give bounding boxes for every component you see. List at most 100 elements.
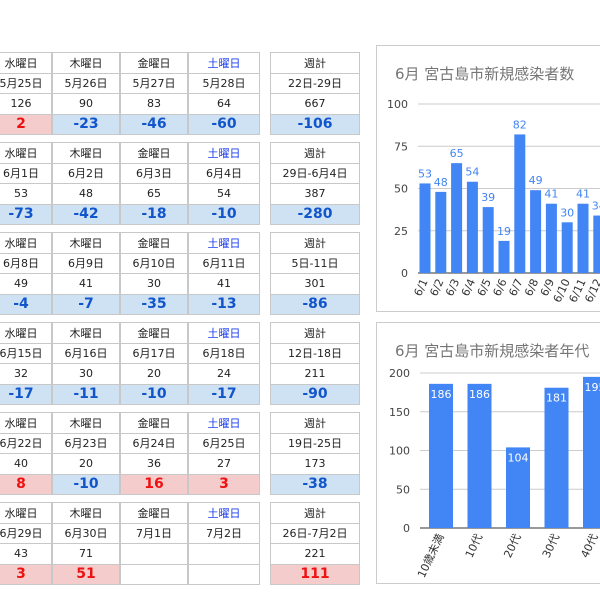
x-tick-label: 6/4 bbox=[459, 277, 478, 299]
diff-cell: -38 bbox=[270, 473, 360, 495]
date-cell: 26日-7月2日 bbox=[270, 522, 360, 544]
diff-cell: -35 bbox=[120, 293, 188, 315]
diff-cell: -11 bbox=[52, 383, 120, 405]
diff-cell: -280 bbox=[270, 203, 360, 225]
date-cell: 6月29日 bbox=[0, 522, 52, 544]
data-label: 48 bbox=[434, 176, 448, 189]
data-label: 65 bbox=[450, 147, 464, 160]
data-label: 34 bbox=[592, 200, 600, 213]
y-tick-label: 100 bbox=[389, 445, 410, 458]
chart-title: 6月 宮古島市新規感染者数 bbox=[395, 65, 574, 83]
count-cell: 41 bbox=[188, 273, 260, 295]
count-cell: 64 bbox=[188, 93, 260, 115]
date-cell: 6月17日 bbox=[120, 342, 188, 364]
data-label: 39 bbox=[481, 191, 495, 204]
column-header: 週計 bbox=[270, 232, 360, 254]
column-header: 木曜日 bbox=[52, 502, 120, 524]
date-cell: 6月9日 bbox=[52, 252, 120, 274]
date-cell: 6月30日 bbox=[52, 522, 120, 544]
column-header: 水曜日 bbox=[0, 142, 52, 164]
diff-cell: 51 bbox=[52, 563, 120, 585]
date-cell: 7月2日 bbox=[188, 522, 260, 544]
bar bbox=[545, 203, 557, 273]
chart-panel: 6月 宮古島市新規感染者年代 0 50 100 150 200 186 10歳未満 186 10代… bbox=[376, 322, 600, 584]
data-label: 82 bbox=[513, 118, 527, 131]
diff-cell: -17 bbox=[188, 383, 260, 405]
count-cell: 36 bbox=[120, 453, 188, 475]
count-cell: 32 bbox=[0, 363, 52, 385]
data-label: 30 bbox=[560, 206, 574, 219]
chart: 6月 宮古島市新規感染者年代 0 50 100 150 200 186 10歳未満 186 10代… bbox=[389, 342, 600, 580]
column-header: 木曜日 bbox=[52, 412, 120, 434]
data-label: 41 bbox=[576, 188, 590, 201]
count-cell: 221 bbox=[270, 543, 360, 565]
data-label: 104 bbox=[508, 451, 529, 464]
count-cell: 667 bbox=[270, 93, 360, 115]
date-cell: 6月11日 bbox=[188, 252, 260, 274]
column-header: 土曜日 bbox=[188, 52, 260, 74]
x-tick-label: 6/1 bbox=[411, 277, 430, 299]
column-header: 金曜日 bbox=[120, 502, 188, 524]
data-label: 53 bbox=[418, 167, 432, 180]
count-cell: 53 bbox=[0, 183, 52, 205]
chart-panel: 6月 宮古島市新規感染者数 0 25 50 75 100 53 6/1 48 6/2 65 6/3 54… bbox=[376, 45, 600, 312]
date-cell: 6月23日 bbox=[52, 432, 120, 454]
diff-cell: -10 bbox=[120, 383, 188, 405]
bar bbox=[530, 190, 542, 273]
diff-cell: 16 bbox=[120, 473, 188, 495]
date-cell: 6月15日 bbox=[0, 342, 52, 364]
y-tick-label: 50 bbox=[394, 183, 408, 196]
column-header: 金曜日 bbox=[120, 232, 188, 254]
bar bbox=[467, 383, 492, 528]
count-cell: 54 bbox=[188, 183, 260, 205]
diff-cell: -46 bbox=[120, 113, 188, 135]
bar bbox=[482, 207, 494, 273]
bar bbox=[498, 240, 510, 273]
count-cell: 211 bbox=[270, 363, 360, 385]
column-header: 週計 bbox=[270, 322, 360, 344]
count-cell: 30 bbox=[52, 363, 120, 385]
diff-cell: -7 bbox=[52, 293, 120, 315]
y-tick-label: 100 bbox=[387, 98, 408, 111]
column-header: 水曜日 bbox=[0, 232, 52, 254]
column-header: 木曜日 bbox=[52, 232, 120, 254]
diff-cell: -18 bbox=[120, 203, 188, 225]
x-tick-label: 10歳未満 bbox=[415, 532, 447, 580]
y-tick-label: 0 bbox=[403, 522, 410, 535]
column-header: 土曜日 bbox=[188, 322, 260, 344]
y-tick-label: 75 bbox=[394, 140, 408, 153]
count-cell: 126 bbox=[0, 93, 52, 115]
column-header: 金曜日 bbox=[120, 412, 188, 434]
date-cell: 5月27日 bbox=[120, 72, 188, 94]
x-tick-label: 6/5 bbox=[475, 277, 494, 299]
x-tick-label: 40代 bbox=[578, 532, 600, 560]
count-cell: 20 bbox=[120, 363, 188, 385]
data-label: 195 bbox=[585, 381, 600, 394]
data-label: 186 bbox=[431, 388, 452, 401]
date-cell: 5日-11日 bbox=[270, 252, 360, 274]
date-cell: 6月22日 bbox=[0, 432, 52, 454]
diff-cell: -42 bbox=[52, 203, 120, 225]
y-tick-label: 50 bbox=[396, 483, 410, 496]
date-cell: 6月18日 bbox=[188, 342, 260, 364]
data-label: 19 bbox=[497, 225, 511, 238]
x-tick-label: 10代 bbox=[463, 532, 485, 560]
date-cell: 6月25日 bbox=[188, 432, 260, 454]
count-cell: 43 bbox=[0, 543, 52, 565]
diff-cell bbox=[188, 563, 260, 585]
diff-cell: -10 bbox=[188, 203, 260, 225]
bar bbox=[577, 203, 589, 273]
column-header: 週計 bbox=[270, 412, 360, 434]
bar bbox=[451, 163, 463, 273]
y-tick-label: 25 bbox=[394, 225, 408, 238]
diff-cell: 2 bbox=[0, 113, 52, 135]
date-cell: 6月8日 bbox=[0, 252, 52, 274]
count-cell: 41 bbox=[52, 273, 120, 295]
column-header: 木曜日 bbox=[52, 142, 120, 164]
data-label: 186 bbox=[469, 388, 490, 401]
column-header: 週計 bbox=[270, 52, 360, 74]
chart: 6月 宮古島市新規感染者数 0 25 50 75 100 53 6/1 48 6/2 65 6/3 54… bbox=[387, 65, 600, 305]
count-cell: 27 bbox=[188, 453, 260, 475]
date-cell: 5月26日 bbox=[52, 72, 120, 94]
